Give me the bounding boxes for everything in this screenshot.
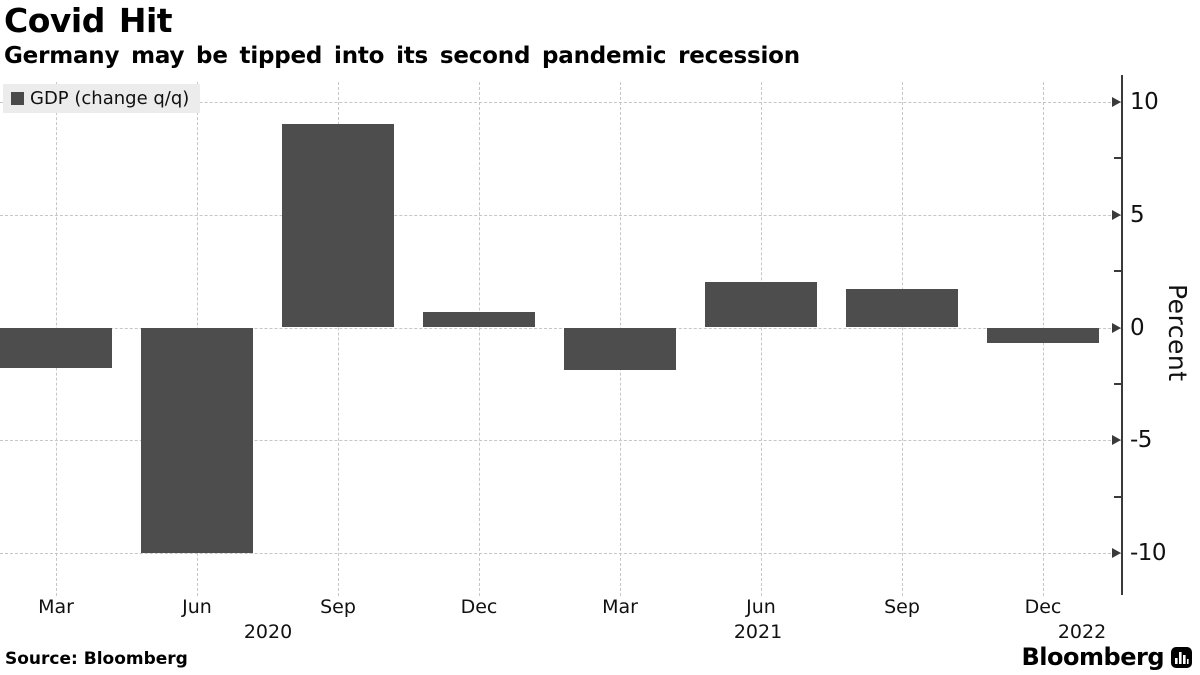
- x-tick-label: Sep: [320, 596, 356, 618]
- h-gridline: [0, 101, 1121, 103]
- x-tick-label: Dec: [1024, 596, 1062, 618]
- y-tick-label: 5: [1130, 201, 1145, 228]
- y-minor-tick: [1114, 157, 1121, 160]
- y-tick-arrow-icon: [1112, 209, 1121, 220]
- x-tick-label: Dec: [460, 596, 498, 618]
- y-tick-arrow-icon: [1112, 548, 1121, 559]
- bar: [282, 124, 394, 328]
- brand-wordmark: Bloomberg: [1021, 643, 1165, 671]
- y-minor-tick: [1114, 382, 1121, 385]
- h-gridline: [0, 327, 1121, 329]
- bar: [987, 327, 1099, 344]
- year-label: 2020: [243, 621, 293, 643]
- v-gridline: [338, 82, 339, 596]
- y-tick-arrow-icon: [1112, 322, 1121, 333]
- bar: [0, 327, 112, 369]
- chart-title: Covid Hit: [4, 1, 173, 40]
- y-axis-line: [1121, 75, 1123, 595]
- chart-header: Covid Hit Germany may be tipped into its…: [4, 0, 800, 70]
- v-gridline: [761, 82, 762, 596]
- bar: [564, 327, 676, 371]
- h-gridline: [0, 440, 1121, 442]
- brand-logo: Bloomberg: [1022, 643, 1192, 671]
- v-gridline: [902, 82, 903, 596]
- y-tick-label: 0: [1130, 314, 1145, 341]
- year-label: 2022: [1057, 621, 1107, 643]
- y-tick-label: -5: [1130, 427, 1152, 454]
- h-gridline: [0, 553, 1121, 555]
- bar: [141, 327, 253, 554]
- v-gridline: [479, 82, 480, 596]
- y-tick-arrow-icon: [1112, 96, 1121, 107]
- bar: [423, 311, 535, 328]
- y-minor-tick: [1114, 270, 1121, 273]
- x-tick-label: Mar: [38, 596, 74, 618]
- h-gridline: [0, 214, 1121, 216]
- y-axis-title: Percent: [1163, 284, 1192, 382]
- bar: [846, 289, 958, 328]
- y-tick-label: -10: [1130, 540, 1167, 567]
- y-tick-label: 10: [1130, 88, 1159, 115]
- x-tick-label: Jun: [746, 596, 776, 618]
- bar: [705, 282, 817, 328]
- source-note: Source: Bloomberg: [5, 649, 188, 669]
- legend-swatch-icon: [11, 92, 24, 105]
- x-tick-label: Jun: [182, 596, 212, 618]
- y-tick-arrow-icon: [1112, 435, 1121, 446]
- y-minor-tick: [1114, 495, 1121, 498]
- chart-subtitle: Germany may be tipped into its second pa…: [4, 43, 800, 69]
- year-label: 2021: [733, 621, 783, 643]
- x-tick-label: Mar: [602, 596, 638, 618]
- x-tick-label: Sep: [884, 596, 920, 618]
- legend-label: GDP (change q/q): [30, 88, 190, 109]
- legend: GDP (change q/q): [3, 84, 201, 113]
- bloomberg-terminal-icon: [1171, 646, 1192, 668]
